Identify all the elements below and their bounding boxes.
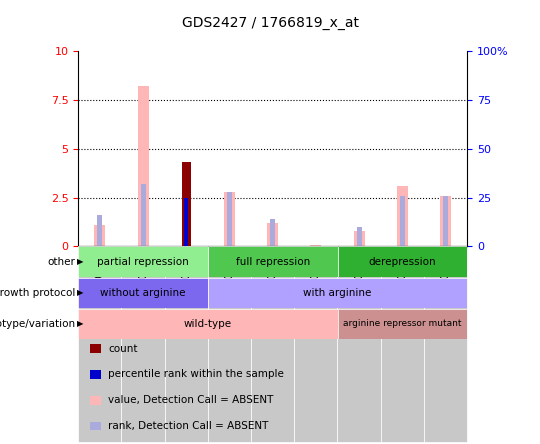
Text: rank, Detection Call = ABSENT: rank, Detection Call = ABSENT	[108, 421, 268, 431]
Text: count: count	[108, 344, 138, 353]
FancyBboxPatch shape	[208, 246, 251, 442]
Bar	[267, 223, 278, 246]
Bar	[356, 227, 362, 246]
Bar	[400, 196, 405, 246]
Bar	[90, 422, 101, 431]
FancyBboxPatch shape	[165, 246, 208, 442]
FancyBboxPatch shape	[338, 246, 381, 442]
Bar	[97, 215, 103, 246]
Bar	[90, 345, 101, 353]
Text: value, Detection Call = ABSENT: value, Detection Call = ABSENT	[108, 395, 273, 405]
Bar	[90, 396, 101, 405]
Bar	[184, 198, 188, 246]
Text: percentile rank within the sample: percentile rank within the sample	[108, 369, 284, 379]
FancyBboxPatch shape	[381, 246, 424, 442]
FancyBboxPatch shape	[424, 246, 467, 442]
Bar	[224, 192, 235, 246]
Text: derepression: derepression	[368, 257, 436, 266]
FancyBboxPatch shape	[294, 246, 338, 442]
Text: genotype/variation: genotype/variation	[0, 319, 76, 329]
Text: arginine repressor mutant: arginine repressor mutant	[343, 319, 462, 328]
Text: ▶: ▶	[77, 257, 83, 266]
Bar	[443, 196, 448, 246]
Text: growth protocol: growth protocol	[0, 288, 76, 297]
Text: other: other	[48, 257, 76, 266]
Bar	[140, 184, 146, 246]
Text: ▶: ▶	[77, 288, 83, 297]
Text: without arginine: without arginine	[100, 288, 186, 297]
Text: ▶: ▶	[77, 319, 83, 328]
Bar	[440, 196, 451, 246]
Text: full repression: full repression	[235, 257, 310, 266]
Bar	[270, 219, 275, 246]
Bar	[94, 225, 105, 246]
Bar	[354, 231, 364, 246]
Text: wild-type: wild-type	[184, 319, 232, 329]
Text: GDS2427 / 1766819_x_at: GDS2427 / 1766819_x_at	[181, 16, 359, 30]
Text: with arginine: with arginine	[303, 288, 372, 297]
FancyBboxPatch shape	[251, 246, 294, 442]
Bar	[182, 163, 191, 246]
FancyBboxPatch shape	[122, 246, 165, 442]
FancyBboxPatch shape	[78, 246, 122, 442]
Bar	[227, 192, 232, 246]
Bar	[138, 86, 148, 246]
Bar	[397, 186, 408, 246]
Text: partial repression: partial repression	[97, 257, 189, 266]
Bar	[90, 370, 101, 379]
